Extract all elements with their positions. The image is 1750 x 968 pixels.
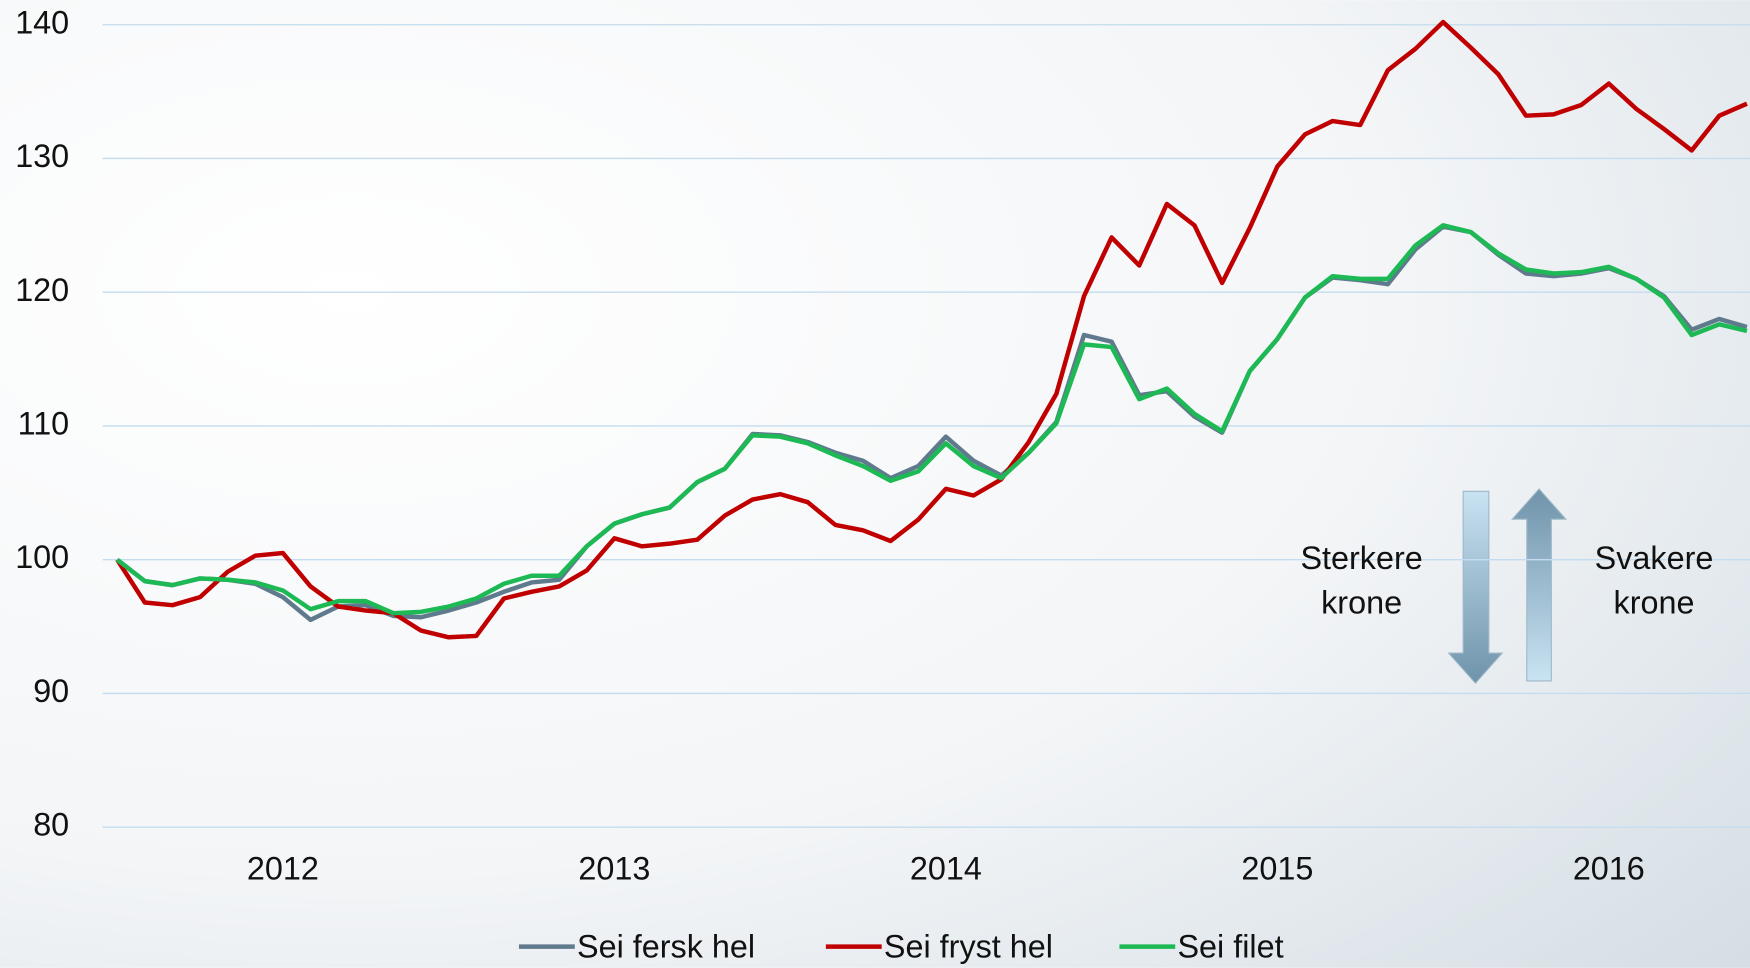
y-tick-label: 90 xyxy=(33,673,69,709)
arrow-down xyxy=(1447,490,1504,685)
series-line xyxy=(115,223,1748,616)
annotation: Sterkere xyxy=(1300,540,1422,576)
x-tick-label: 2013 xyxy=(578,850,650,886)
y-tick-label: 110 xyxy=(18,406,70,442)
x-tick-label: 2012 xyxy=(247,850,319,886)
legend-label: Sei filet xyxy=(1177,928,1283,964)
annotation: krone xyxy=(1321,585,1402,621)
legend-label: Sei fersk hel xyxy=(577,928,755,964)
annotation: Svakere xyxy=(1595,540,1714,576)
y-tick-label: 120 xyxy=(15,272,69,308)
x-tick-label: 2015 xyxy=(1241,850,1313,886)
x-tick-label: 2016 xyxy=(1573,850,1645,886)
annotation: krone xyxy=(1614,585,1695,621)
y-tick-label: 130 xyxy=(15,138,69,174)
y-tick-label: 140 xyxy=(15,4,69,40)
x-tick-label: 2014 xyxy=(910,850,982,886)
legend-label: Sei fryst hel xyxy=(884,928,1053,964)
arrow-up xyxy=(1511,488,1568,682)
y-tick-label: 80 xyxy=(33,807,69,843)
y-tick-label: 100 xyxy=(15,539,69,575)
